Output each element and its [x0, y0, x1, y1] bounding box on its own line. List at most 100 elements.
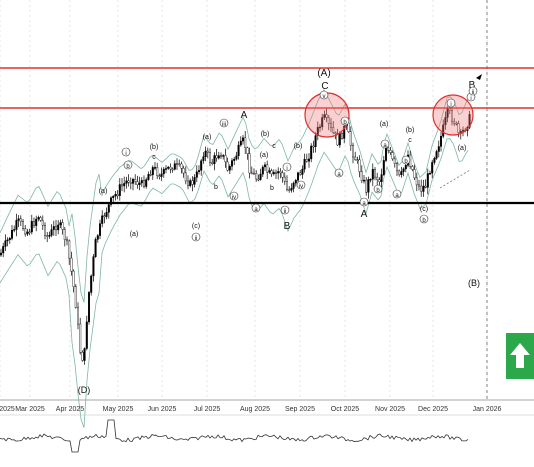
candle-body — [336, 133, 339, 146]
candle-body — [215, 155, 218, 159]
candle-body — [52, 226, 55, 230]
wave-label: ii — [284, 209, 287, 215]
candle-body — [396, 163, 399, 172]
candle-body — [380, 174, 383, 182]
candle-body — [404, 165, 407, 170]
candle-body — [204, 150, 207, 158]
candle-body — [37, 217, 40, 220]
candle-body — [107, 204, 110, 213]
candle-body — [33, 221, 36, 226]
candle-body — [44, 224, 47, 236]
wave-marker — [282, 162, 292, 172]
candle-body — [138, 182, 141, 185]
candle-body — [118, 184, 121, 196]
candle-body — [226, 161, 229, 171]
wave-label: (a) — [99, 188, 108, 195]
wave-marker — [359, 197, 369, 207]
candle-body — [87, 292, 90, 323]
oscillator-line — [0, 419, 469, 453]
candle-body — [169, 166, 172, 170]
candle-body — [26, 231, 29, 235]
candle-body — [415, 177, 418, 186]
candle-body — [123, 183, 126, 187]
candle-body — [429, 172, 432, 175]
forecast-arrow-icon — [476, 74, 482, 80]
candle-body — [398, 170, 401, 175]
candle-body — [363, 179, 366, 182]
candle-body — [257, 178, 260, 181]
wave-label: a — [254, 207, 258, 213]
wave-label: b — [404, 159, 408, 165]
x-tick-label: May 2025 — [103, 406, 134, 413]
candle-body — [297, 172, 300, 181]
candle-body — [352, 145, 355, 158]
candle-body — [35, 218, 38, 226]
wave-marker — [191, 232, 201, 242]
candle-body — [149, 174, 152, 176]
candle-body — [369, 178, 372, 181]
wave-label: (a) — [203, 134, 212, 141]
candle-body — [219, 155, 222, 157]
candle-body — [109, 197, 112, 205]
wave-label: (a) — [260, 152, 269, 159]
candle-body — [305, 159, 308, 162]
candle-body — [156, 167, 159, 176]
candle-body — [129, 182, 132, 184]
candle-body — [422, 185, 425, 192]
wave-label: b — [126, 164, 130, 170]
x-tick-label: Jan 2026 — [473, 406, 502, 413]
candle-body — [164, 168, 167, 170]
wave-label: b — [343, 120, 347, 126]
candle-body — [4, 240, 7, 247]
candle-body — [374, 169, 377, 178]
candle-body — [420, 185, 423, 192]
candle-body — [382, 160, 385, 175]
candle-body — [314, 135, 317, 147]
candle-body — [136, 181, 139, 186]
candle-body — [186, 180, 189, 186]
candle-body — [440, 135, 443, 147]
candle-body — [323, 114, 326, 118]
wave-label: B — [284, 221, 291, 232]
candle-body — [114, 194, 117, 197]
candle-body — [424, 185, 427, 188]
x-tick-label: Oct 2025 — [331, 406, 360, 413]
candle-body — [385, 147, 388, 161]
candle-body — [81, 352, 84, 361]
candle-body — [202, 156, 205, 161]
candle-body — [325, 114, 328, 118]
candle-body — [272, 172, 275, 175]
wave-marker — [296, 180, 306, 190]
wave-marker — [392, 189, 402, 199]
x-tick-label: Nov 2025 — [375, 406, 405, 413]
candle-body — [343, 125, 346, 139]
candle-body — [387, 147, 390, 151]
candle-body — [334, 132, 337, 135]
candle-body — [195, 171, 198, 178]
candle-body — [158, 175, 161, 177]
candle-body — [308, 158, 311, 162]
forecast-dashed-line — [439, 169, 471, 189]
candle-body — [393, 158, 396, 164]
candle-body — [459, 131, 462, 134]
candle-body — [347, 122, 350, 133]
candle-body — [360, 171, 363, 181]
wave-label: b — [376, 188, 380, 194]
wave-label: (a) — [130, 231, 139, 238]
candle-body — [22, 221, 25, 229]
candle-body — [103, 215, 106, 217]
wave-label: i — [470, 96, 471, 102]
candle-body — [437, 146, 440, 152]
wave-label: i — [125, 151, 126, 157]
candle-body — [2, 246, 5, 254]
candle-body — [197, 170, 200, 172]
candle-body — [356, 159, 359, 161]
wave-label: (c) — [420, 206, 428, 213]
candle-body — [286, 181, 289, 190]
wave-marker — [334, 168, 344, 178]
candle-body — [250, 172, 253, 175]
candle-body — [235, 155, 238, 160]
candle-body — [8, 238, 11, 241]
wave-label: i — [450, 102, 451, 108]
candle-body — [279, 171, 282, 174]
